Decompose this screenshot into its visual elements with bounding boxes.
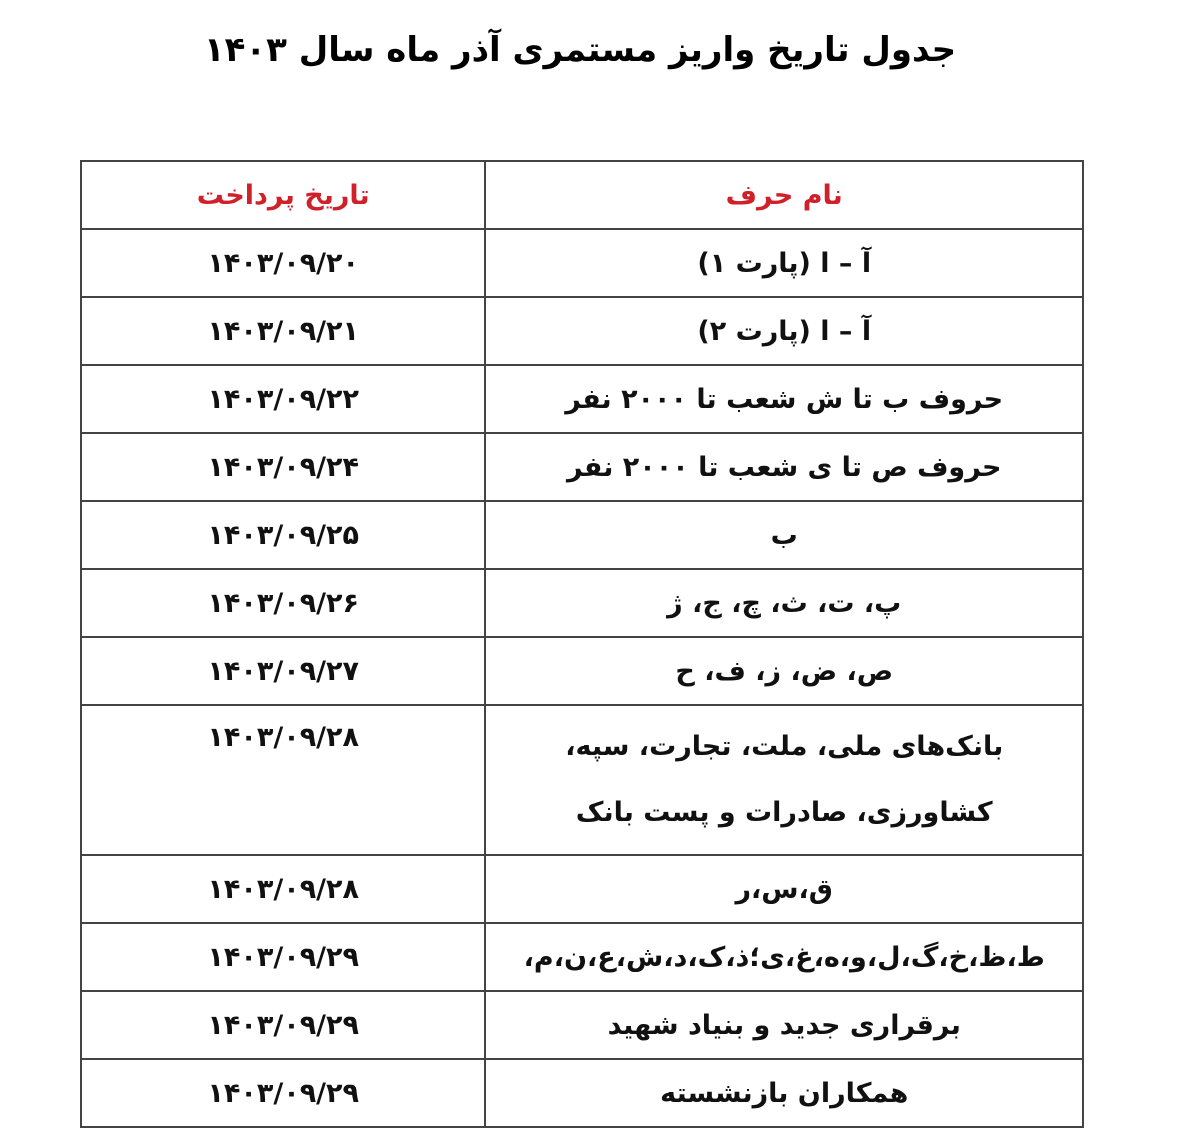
- table-header-row: نام حرف تاریخ پرداخت: [79, 160, 1084, 230]
- cell-date: ۱۴۰۳/۰۹/۲۰: [79, 228, 487, 298]
- cell-date: ۱۴۰۳/۰۹/۲۱: [79, 296, 487, 366]
- table-row: پ، ت، ث، چ، ج، ژ ۱۴۰۳/۰۹/۲۶: [79, 568, 1084, 638]
- cell-date: ۱۴۰۳/۰۹/۲۹: [79, 990, 487, 1060]
- cell-name: ق،س،ر: [484, 854, 1084, 924]
- cell-name-line: بانک‌های ملی، ملت، تجارت، سپه،: [565, 731, 1004, 762]
- cell-name: همکاران بازنشسته: [484, 1058, 1084, 1128]
- table-row: برقراری جدید و بنیاد شهید ۱۴۰۳/۰۹/۲۹: [79, 990, 1084, 1060]
- cell-name: بانک‌های ملی، ملت، تجارت، سپه، کشاورزی، ص…: [484, 704, 1084, 856]
- cell-date: ۱۴۰۳/۰۹/۲۷: [79, 636, 487, 706]
- cell-date: ۱۴۰۳/۰۹/۲۹: [79, 1058, 487, 1128]
- table-row: بانک‌های ملی، ملت، تجارت، سپه، کشاورزی، ص…: [79, 704, 1084, 856]
- table-row: ب ۱۴۰۳/۰۹/۲۵: [79, 500, 1084, 570]
- table-row: ق،س،ر ۱۴۰۳/۰۹/۲۸: [79, 854, 1084, 924]
- header-name: نام حرف: [484, 160, 1084, 230]
- table-row: ص، ض، ز، ف، ح ۱۴۰۳/۰۹/۲۷: [79, 636, 1084, 706]
- cell-date: ۱۴۰۳/۰۹/۲۴: [79, 432, 487, 502]
- cell-date: ۱۴۰۳/۰۹/۲۶: [79, 568, 487, 638]
- payment-schedule-table: نام حرف تاریخ پرداخت آ – ا (پارت ۱) ۱۴۰۳/…: [79, 160, 1084, 1128]
- cell-date: ۱۴۰۳/۰۹/۲۸: [79, 854, 487, 924]
- cell-name: حروف ص تا ی شعب تا ۲۰۰۰ نفر: [484, 432, 1084, 502]
- table-row: حروف ص تا ی شعب تا ۲۰۰۰ نفر ۱۴۰۳/۰۹/۲۴: [79, 432, 1084, 502]
- cell-date: ۱۴۰۳/۰۹/۲۵: [79, 500, 487, 570]
- cell-name: آ – ا (پارت ۲): [484, 296, 1084, 366]
- header-date: تاریخ پرداخت: [79, 160, 487, 230]
- table-row: حروف ب تا ش شعب تا ۲۰۰۰ نفر ۱۴۰۳/۰۹/۲۲: [79, 364, 1084, 434]
- cell-name: ط،ظ،خ،گ،ل،و،ه،غ،ی؛ذ،ک،د،ش،ع،ن،م،: [484, 922, 1084, 992]
- cell-name: حروف ب تا ش شعب تا ۲۰۰۰ نفر: [484, 364, 1084, 434]
- cell-name: ب: [484, 500, 1084, 570]
- cell-name: آ – ا (پارت ۱): [484, 228, 1084, 298]
- table-row: ط،ظ،خ،گ،ل،و،ه،غ،ی؛ذ،ک،د،ش،ع،ن،م، ۱۴۰۳/۰۹/…: [79, 922, 1084, 992]
- cell-date: ۱۴۰۳/۰۹/۲۲: [79, 364, 487, 434]
- cell-name-line: کشاورزی، صادرات و پست بانک: [575, 797, 993, 828]
- document-title: جدول تاریخ واریز مستمری آذر ماه سال ۱۴۰۳: [203, 30, 957, 70]
- cell-name: پ، ت، ث، چ، ج، ژ: [484, 568, 1084, 638]
- cell-name: برقراری جدید و بنیاد شهید: [484, 990, 1084, 1060]
- cell-date: ۱۴۰۳/۰۹/۲۹: [79, 922, 487, 992]
- table-row: همکاران بازنشسته ۱۴۰۳/۰۹/۲۹: [79, 1058, 1084, 1128]
- cell-date: ۱۴۰۳/۰۹/۲۸: [79, 704, 487, 856]
- cell-name: ص، ض، ز، ف، ح: [484, 636, 1084, 706]
- table-row: آ – ا (پارت ۱) ۱۴۰۳/۰۹/۲۰: [79, 228, 1084, 298]
- table-row: آ – ا (پارت ۲) ۱۴۰۳/۰۹/۲۱: [79, 296, 1084, 366]
